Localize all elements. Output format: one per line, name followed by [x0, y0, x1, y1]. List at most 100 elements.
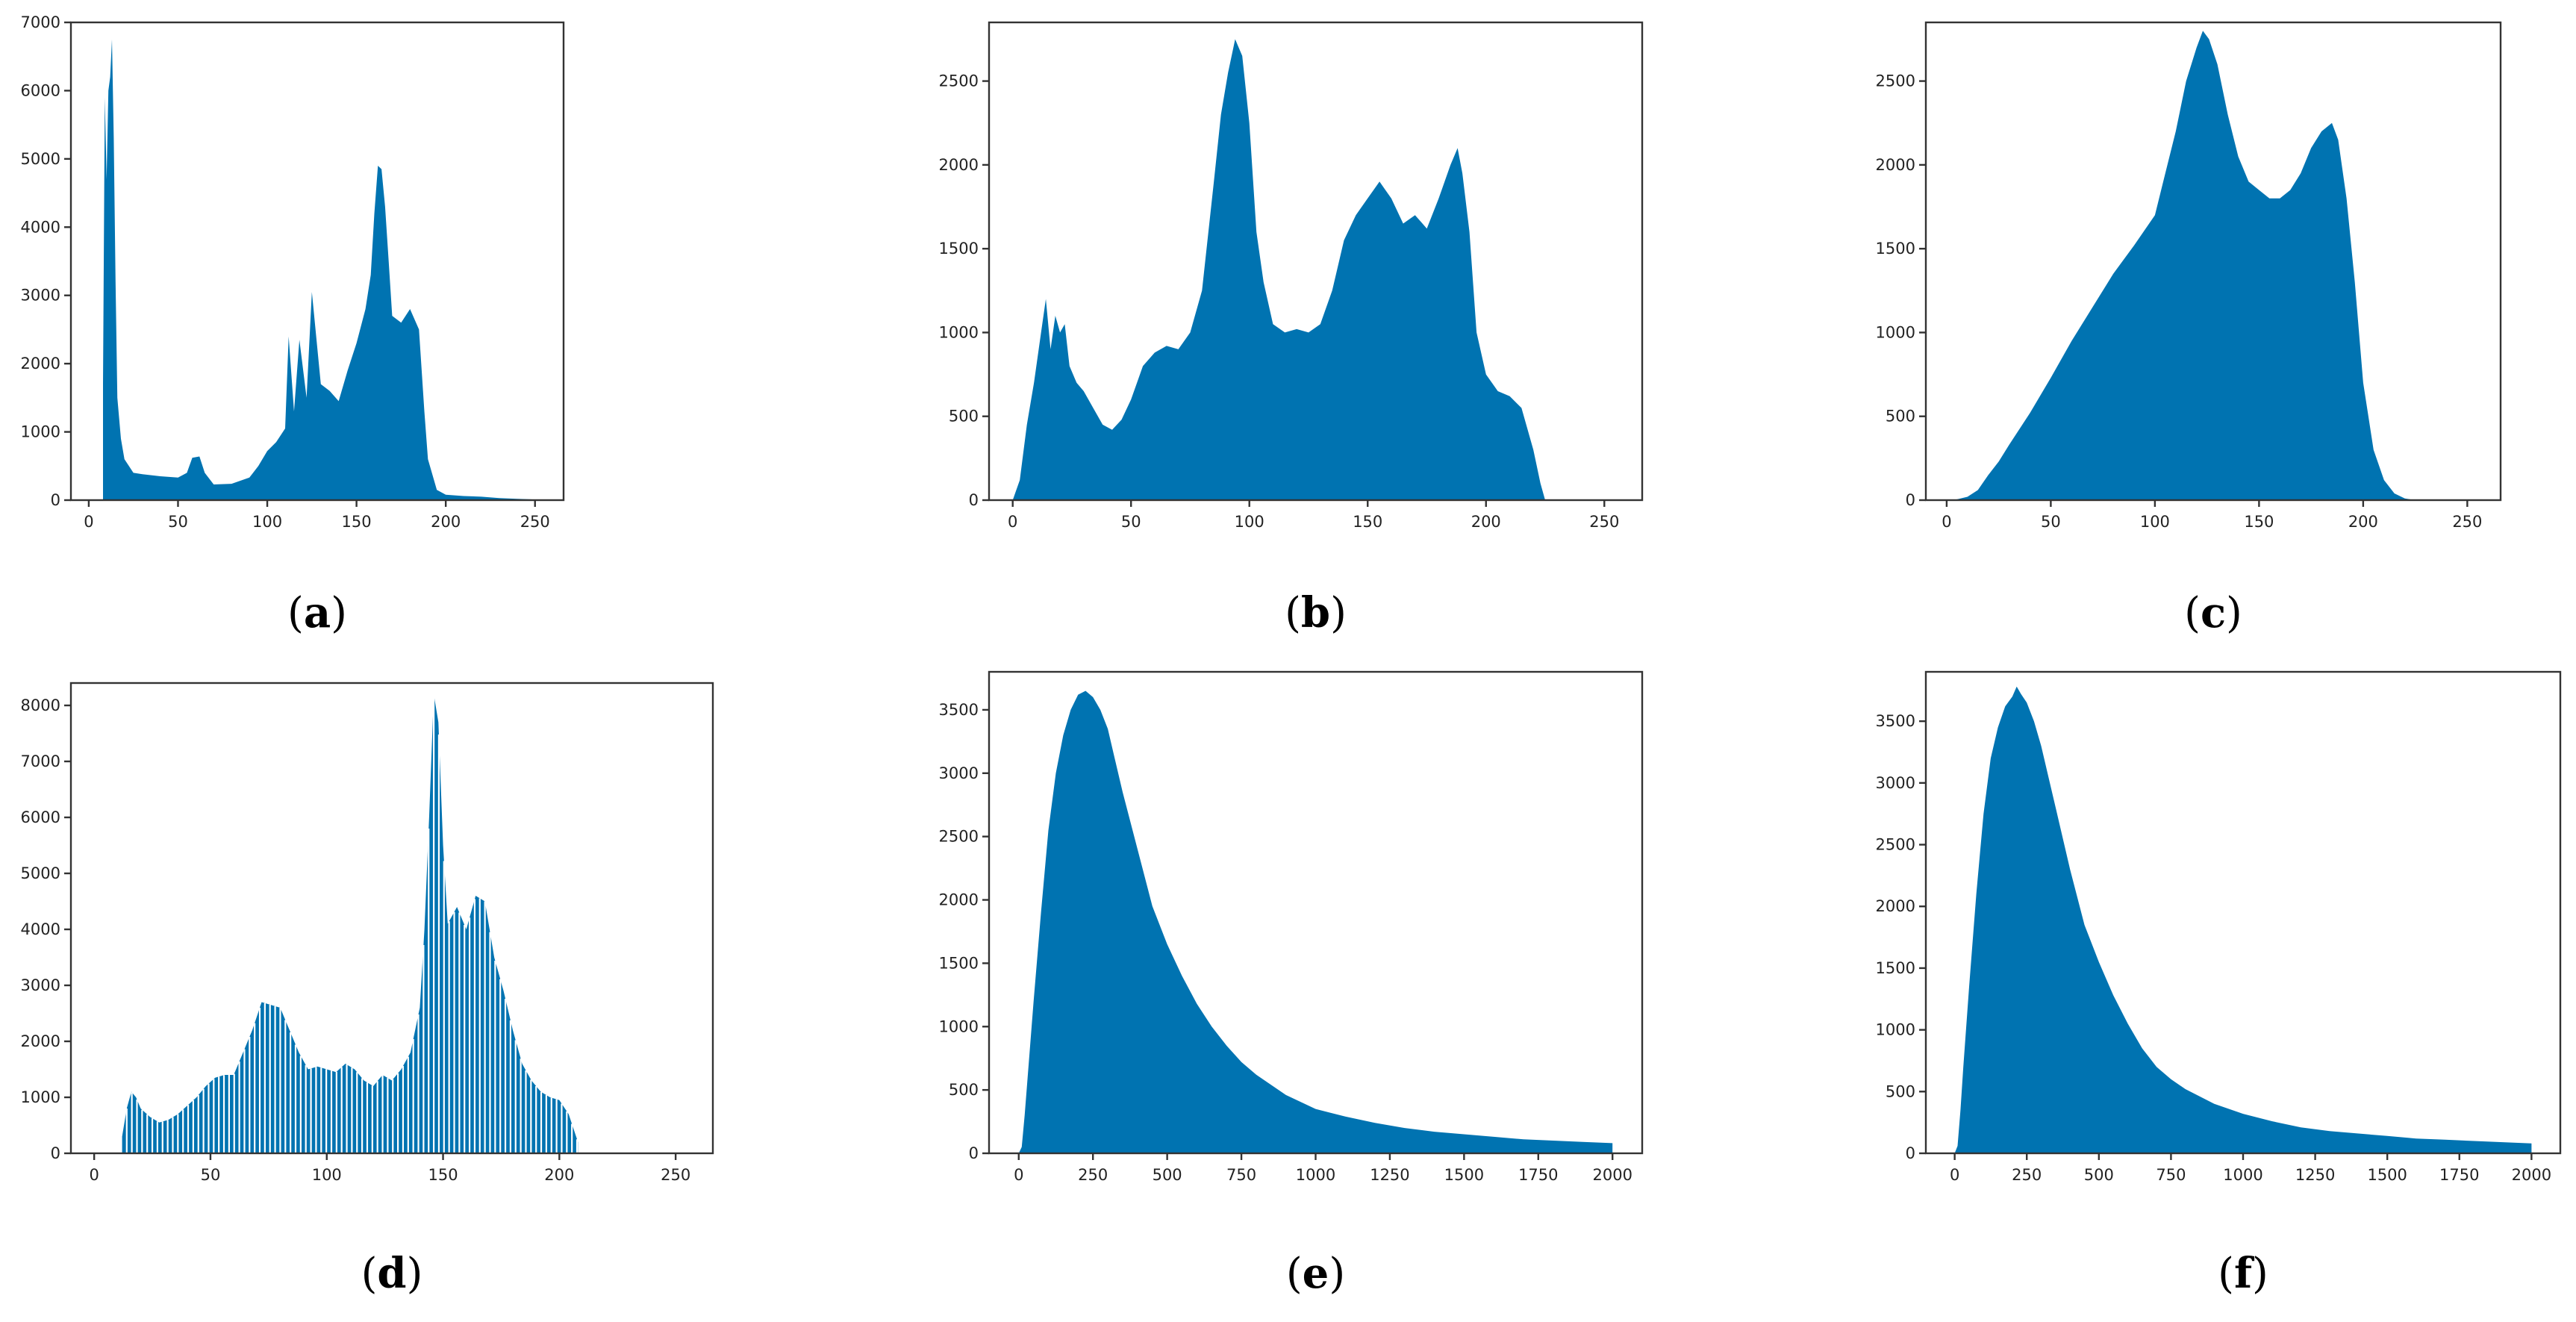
- x-tick-label: 50: [1121, 513, 1141, 531]
- histogram-bars: [103, 39, 544, 500]
- y-tick-label: 0: [969, 1144, 979, 1162]
- y-tick-label: 1000: [939, 323, 979, 341]
- axes-frame: [69, 21, 565, 502]
- y-tick-label: 3500: [1876, 712, 1915, 730]
- axes-frame: [988, 21, 1644, 502]
- y-tick-label: 1500: [1876, 240, 1915, 258]
- y-tick-label: 0: [51, 491, 60, 509]
- y-tick-label: 2500: [1876, 836, 1915, 854]
- y-tick-label: 1500: [1876, 959, 1915, 977]
- y-tick-label: 2000: [21, 1032, 60, 1050]
- x-tick-label: 150: [428, 1166, 458, 1184]
- x-tick-label: 500: [2084, 1166, 2114, 1184]
- panel-caption: (c): [2184, 588, 2242, 637]
- y-tick-label: 3000: [21, 976, 60, 994]
- y-tick-label: 1000: [21, 1088, 60, 1106]
- histogram-bars: [1012, 39, 1545, 500]
- y-tick-label: 1500: [939, 240, 979, 258]
- x-tick-label: 0: [1942, 513, 1951, 531]
- y-tick-label: 1000: [21, 423, 60, 441]
- x-tick-label: 150: [1353, 513, 1382, 531]
- y-tick-label: 6000: [21, 808, 60, 826]
- x-tick-label: 100: [252, 513, 282, 531]
- x-tick-label: 0: [84, 513, 93, 531]
- x-tick-label: 100: [1235, 513, 1264, 531]
- x-tick-label: 200: [2348, 513, 2378, 531]
- y-tick-label: 0: [969, 491, 979, 509]
- x-tick-label: 2000: [2512, 1166, 2551, 1184]
- x-tick-label: 100: [312, 1166, 342, 1184]
- x-tick-label: 0: [89, 1166, 99, 1184]
- x-tick-label: 1000: [1296, 1166, 1335, 1184]
- histogram-panel-e: 0 250 500 750 1000 1250 1500 1750 2000 0 500 1000 15…: [939, 670, 1644, 1298]
- panel-caption: (a): [287, 588, 347, 637]
- y-tick-label: 4000: [21, 218, 60, 236]
- y-tick-label: 1000: [939, 1017, 979, 1035]
- x-tick-label: 750: [1226, 1166, 1256, 1184]
- y-tick-label: 3000: [1876, 774, 1915, 792]
- y-tick-label: 2500: [939, 72, 979, 90]
- y-tick-label: 1500: [939, 954, 979, 972]
- y-tick-label: 8000: [21, 696, 60, 714]
- x-tick-label: 250: [1078, 1166, 1108, 1184]
- panel-caption: (d): [361, 1249, 423, 1298]
- x-tick-label: 150: [342, 513, 372, 531]
- x-tick-label: 100: [2140, 513, 2170, 531]
- y-tick-label: 2500: [939, 828, 979, 846]
- y-tick-label: 2000: [21, 355, 60, 372]
- panel-caption: (e): [1286, 1249, 1345, 1298]
- histogram-panel-d: 0 50 100 150 200 250 0 1000 2000 3000 4000 5000 6000…: [21, 682, 714, 1298]
- y-tick-label: 5000: [21, 150, 60, 168]
- axes-frame: [69, 682, 714, 1155]
- x-tick-label: 50: [168, 513, 188, 531]
- histogram-panel-f: 0 250 500 750 1000 1250 1500 1750 2000 0 500 1000 15…: [1876, 670, 2562, 1298]
- axes-frame: [1924, 21, 2502, 502]
- x-tick-label: 200: [1471, 513, 1501, 531]
- y-tick-label: 0: [1906, 1144, 1915, 1162]
- x-tick-label: 1750: [1518, 1166, 1558, 1184]
- x-tick-label: 200: [431, 513, 461, 531]
- x-tick-label: 200: [544, 1166, 574, 1184]
- panel-caption: (b): [1285, 588, 1347, 637]
- histogram-bars: [1018, 690, 1613, 1153]
- x-tick-label: 250: [661, 1166, 690, 1184]
- y-tick-label: 1000: [1876, 323, 1915, 341]
- x-tick-label: 750: [2156, 1166, 2186, 1184]
- x-tick-label: 2000: [1593, 1166, 1632, 1184]
- y-tick-label: 7000: [21, 13, 60, 31]
- y-tick-label: 6000: [21, 81, 60, 99]
- y-tick-label: 2000: [939, 156, 979, 174]
- y-tick-label: 3500: [939, 701, 979, 719]
- y-tick-label: 2000: [939, 891, 979, 909]
- panel-caption: (f): [2218, 1249, 2268, 1298]
- histogram-bars: [122, 694, 578, 1153]
- y-tick-label: 3000: [939, 764, 979, 782]
- x-tick-label: 250: [520, 513, 550, 531]
- x-tick-label: 250: [2452, 513, 2482, 531]
- histogram-bars: [1954, 686, 2532, 1153]
- x-tick-label: 50: [201, 1166, 221, 1184]
- y-tick-label: 0: [1906, 491, 1915, 509]
- y-tick-label: 500: [1886, 1082, 1915, 1100]
- x-tick-label: 0: [1014, 1166, 1023, 1184]
- y-tick-label: 500: [949, 408, 979, 425]
- x-tick-label: 0: [1950, 1166, 1959, 1184]
- x-tick-label: 150: [2244, 513, 2274, 531]
- x-tick-label: 50: [2041, 513, 2061, 531]
- y-tick-label: 4000: [21, 920, 60, 938]
- y-tick-label: 500: [1886, 408, 1915, 425]
- y-tick-label: 2000: [1876, 156, 1915, 174]
- x-tick-label: 1500: [1444, 1166, 1484, 1184]
- x-tick-label: 250: [2012, 1166, 2042, 1184]
- x-tick-label: 1250: [1370, 1166, 1409, 1184]
- y-tick-label: 7000: [21, 752, 60, 770]
- y-tick-label: 2500: [1876, 72, 1915, 90]
- x-tick-label: 1500: [2367, 1166, 2407, 1184]
- x-tick-label: 1750: [2439, 1166, 2479, 1184]
- y-tick-label: 3000: [21, 287, 60, 305]
- x-tick-label: 250: [1589, 513, 1619, 531]
- x-tick-label: 500: [1153, 1166, 1182, 1184]
